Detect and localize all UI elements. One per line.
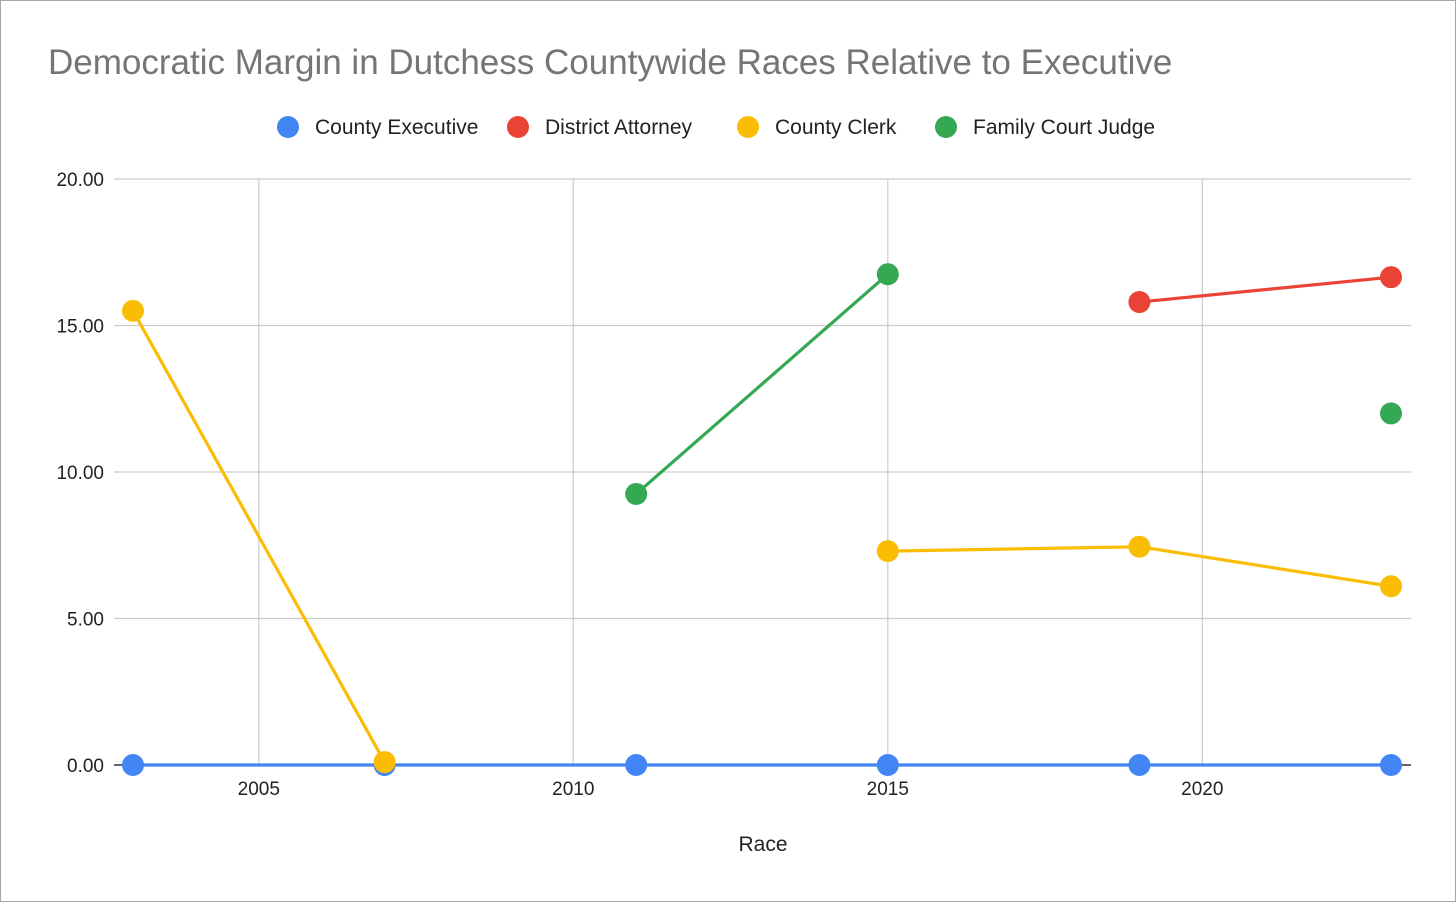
chart-title: Democratic Margin in Dutchess Countywide… [48,43,1173,82]
data-point [876,540,899,563]
data-point [122,299,144,322]
data-point [1380,754,1402,776]
data-point [625,754,648,776]
data-point [1128,291,1151,314]
series-line-segment [1137,545,1393,588]
x-tick-label: 2010 [552,779,594,800]
data-point [1380,402,1402,425]
legend-label: County Clerk [775,116,897,139]
series-line-segment [1137,275,1393,304]
legend-label: District Attorney [545,116,693,139]
x-tick-label: 2015 [867,779,909,800]
axis-layer: 0.00 5.00 10.00 15.00 20.00 2005 2010 2015 2020 [56,170,1411,800]
data-point [1128,754,1151,776]
y-tick-label: 20.00 [56,170,104,191]
series-layer [122,263,1402,776]
legend-marker [507,116,529,138]
data-point [1128,535,1151,558]
legend: County Executive District Attorney County … [277,116,1155,139]
series-line-segment [634,272,890,496]
data-point [1380,575,1402,598]
data-point [1380,266,1402,289]
data-point [373,751,396,774]
legend-marker [935,116,957,138]
legend-label: Family Court Judge [973,116,1155,139]
series-county-clerk [122,299,1402,774]
y-tick-label: 10.00 [56,463,104,484]
data-point [122,754,144,776]
series-line-segment [131,309,387,764]
y-tick-label: 5.00 [67,610,104,631]
series-county-executive [122,754,1402,776]
y-tick-label: 15.00 [56,317,104,338]
data-point [876,263,899,286]
grid-layer [114,178,1411,765]
series-line-segment [886,545,1142,553]
x-tick-label: 2020 [1181,779,1223,800]
legend-marker [737,116,759,138]
legend-marker [277,116,299,138]
series-district-attorney [1128,266,1402,314]
legend-label: County Executive [315,116,478,139]
data-point [876,754,899,776]
x-axis-title: Race [738,833,787,856]
y-tick-label: 0.00 [67,756,104,777]
data-point [625,482,648,505]
series-family-court-judge [625,263,1402,505]
x-tick-label: 2005 [238,779,280,800]
